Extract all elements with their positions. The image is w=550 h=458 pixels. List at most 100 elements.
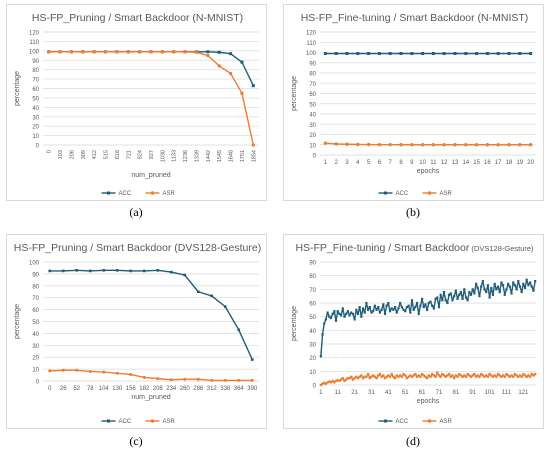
data-point-acc — [405, 306, 409, 309]
x-tick-label: 81 — [453, 390, 460, 396]
y-tick-label: 70 — [309, 82, 316, 88]
series-line-asr — [49, 369, 253, 382]
data-point-asr — [478, 375, 481, 379]
data-point-acc — [382, 303, 385, 306]
data-point-asr — [69, 50, 74, 54]
data-point-acc — [449, 292, 452, 295]
data-point-asr — [58, 50, 62, 54]
x-tick-label: 52 — [73, 386, 80, 392]
data-point-asr — [156, 377, 160, 381]
data-point-acc — [250, 358, 254, 361]
y-tick-label: 20 — [309, 133, 316, 139]
x-tick-label: 3 — [345, 160, 349, 166]
x-tick-label: 1545 — [217, 150, 223, 162]
data-point-acc — [129, 269, 133, 273]
y-tick-label: 120 — [306, 31, 317, 37]
data-point-acc — [522, 282, 525, 285]
data-point-acc — [488, 296, 491, 299]
data-point-asr — [251, 143, 256, 147]
data-point-acc — [481, 280, 484, 283]
data-point-asr — [341, 376, 345, 380]
data-point-acc — [417, 312, 420, 316]
data-point-acc — [358, 306, 361, 309]
data-point-acc — [237, 328, 241, 332]
data-point-acc — [463, 288, 466, 291]
data-point-acc — [529, 52, 533, 56]
y-tick-label: 0 — [36, 144, 40, 150]
x-tick-label: 14 — [462, 160, 469, 166]
data-point-acc — [326, 311, 329, 314]
caption-a: (a) — [129, 205, 143, 219]
data-point-acc — [345, 312, 348, 316]
data-point-asr — [452, 376, 456, 380]
data-point-acc — [380, 308, 383, 311]
y-tick-label: 100 — [29, 49, 40, 55]
data-point-acc — [486, 284, 490, 287]
data-point-asr — [434, 375, 437, 379]
data-point-acc — [400, 306, 403, 309]
data-point-acc — [346, 310, 349, 313]
data-point-acc — [527, 284, 530, 287]
data-point-asr — [142, 375, 146, 379]
y-tick-label: 80 — [32, 284, 39, 290]
legend-label-acc: ACC — [119, 191, 132, 197]
data-point-asr — [206, 53, 210, 58]
y-axis-label: percentage — [291, 76, 298, 111]
y-tick-label: 100 — [306, 51, 317, 57]
data-point-asr — [365, 375, 368, 379]
data-point-acc — [480, 285, 483, 288]
data-point-acc — [517, 280, 520, 283]
data-point-asr — [388, 142, 392, 147]
data-point-asr — [103, 50, 108, 54]
data-point-acc — [61, 269, 65, 273]
x-tick-label: 11 — [430, 160, 437, 166]
data-point-acc — [367, 52, 371, 56]
y-tick-label: 110 — [29, 40, 39, 46]
data-point-acc — [356, 312, 360, 316]
data-point-asr — [92, 50, 96, 54]
series-line-asr — [48, 51, 255, 146]
x-tick-label: 51 — [402, 390, 409, 396]
data-point-asr — [334, 142, 338, 146]
data-point-acc — [348, 314, 351, 317]
data-point-asr — [451, 374, 454, 377]
data-point-asr — [507, 143, 511, 147]
x-tick-label: 1236 — [183, 150, 189, 162]
data-point-acc — [378, 311, 382, 314]
data-point-acc — [392, 308, 395, 311]
data-point-acc — [518, 285, 522, 288]
data-point-asr — [160, 50, 165, 54]
x-tick-label: 0 — [48, 386, 52, 392]
data-point-asr — [393, 376, 397, 380]
data-point-acc — [169, 270, 173, 274]
data-point-acc — [456, 297, 459, 300]
data-point-acc — [500, 281, 503, 284]
x-tick-label: 104 — [99, 386, 110, 392]
data-point-asr — [349, 375, 353, 379]
data-point-acc — [377, 52, 381, 56]
data-point-acc — [471, 288, 474, 291]
data-point-acc — [75, 269, 79, 272]
data-point-asr — [129, 372, 133, 376]
x-tick-label: 1 — [324, 160, 328, 166]
data-point-acc — [505, 288, 508, 291]
x-tick-label: 286 — [193, 386, 204, 392]
data-point-asr — [456, 375, 459, 379]
data-point-asr — [250, 378, 254, 382]
data-point-asr — [419, 375, 422, 379]
data-point-asr — [237, 378, 241, 382]
y-tick-label: 30 — [309, 343, 316, 349]
data-point-acc — [407, 304, 410, 307]
y-tick-label: 10 — [32, 368, 39, 374]
y-tick-label: 20 — [32, 356, 39, 362]
data-point-acc — [453, 295, 456, 298]
x-tick-label: 338 — [220, 386, 231, 392]
y-tick-label: 90 — [32, 272, 39, 278]
data-point-asr — [366, 372, 370, 376]
data-point-acc — [321, 333, 324, 336]
data-point-acc — [447, 293, 451, 296]
data-point-acc — [410, 52, 414, 56]
data-point-acc — [518, 52, 522, 56]
data-point-acc — [368, 306, 371, 309]
data-point-acc — [370, 311, 373, 314]
